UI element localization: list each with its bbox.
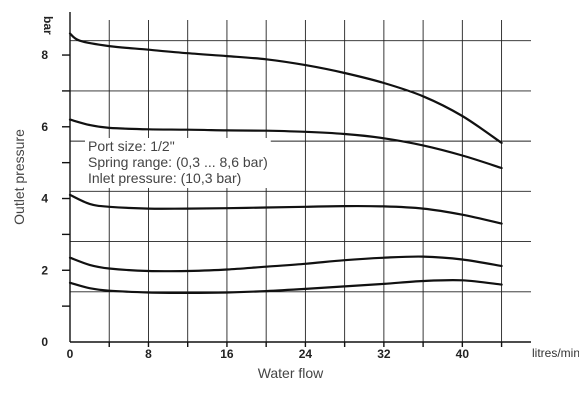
- x-tick-label: 32: [377, 347, 391, 361]
- annotation-inlet-pressure: Inlet pressure: (10,3 bar): [88, 170, 241, 186]
- y-unit-label: bar: [41, 16, 55, 35]
- x-tick-label: 24: [299, 347, 313, 361]
- annotation-background: [85, 138, 271, 188]
- series-line-3: [68, 193, 503, 225]
- x-axis-title: Water flow: [258, 365, 324, 381]
- annotation-port-size: Port size: 1/2": [88, 138, 175, 154]
- series-lines: [68, 32, 503, 294]
- y-tick-label: 0: [41, 335, 48, 349]
- y-axis-title: Outlet pressure: [11, 129, 27, 225]
- x-tick-label: 16: [220, 347, 234, 361]
- x-tick-labels: 0 8 16 24 32 40: [67, 342, 503, 361]
- axes: [69, 12, 531, 343]
- x-tick-label: 40: [456, 347, 470, 361]
- y-tick-label: 6: [41, 120, 48, 134]
- x-tick-label: 0: [67, 347, 74, 361]
- series-line-1: [68, 32, 503, 144]
- x-tick-label: 8: [145, 347, 152, 361]
- chart-annotation: Port size: 1/2" Spring range: (0,3 ... 8…: [85, 138, 271, 188]
- series-line-4: [68, 255, 503, 273]
- series-line-2: [68, 118, 503, 170]
- annotation-spring-range: Spring range: (0,3 ... 8,6 bar): [88, 154, 268, 170]
- y-tick-label: 8: [41, 48, 48, 62]
- y-tick-label: 4: [41, 192, 48, 206]
- x-unit-label: litres/min: [532, 346, 579, 360]
- y-tick-label: 2: [41, 263, 48, 277]
- series-line-5: [68, 278, 503, 294]
- y-tick-labels: 0 2 4 6 8: [41, 48, 70, 349]
